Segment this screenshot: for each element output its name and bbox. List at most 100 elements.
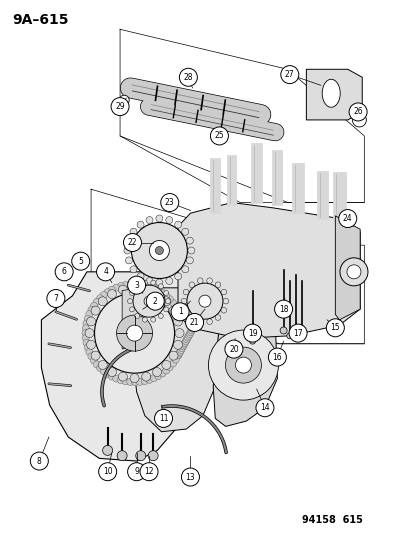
Circle shape — [146, 292, 164, 310]
Polygon shape — [132, 288, 219, 432]
Circle shape — [159, 370, 166, 377]
Text: 6: 6 — [62, 268, 66, 276]
Circle shape — [339, 258, 367, 286]
Circle shape — [154, 409, 172, 427]
Circle shape — [141, 285, 150, 294]
Circle shape — [91, 351, 100, 360]
Circle shape — [215, 282, 220, 287]
Circle shape — [125, 257, 132, 264]
Circle shape — [108, 373, 115, 380]
Text: 9A–615: 9A–615 — [12, 13, 69, 27]
Circle shape — [155, 246, 163, 255]
Circle shape — [299, 333, 304, 339]
Circle shape — [96, 365, 103, 372]
Circle shape — [215, 315, 220, 320]
Circle shape — [133, 285, 165, 317]
Circle shape — [169, 306, 178, 315]
Circle shape — [136, 281, 143, 288]
Circle shape — [135, 451, 145, 461]
Circle shape — [161, 360, 171, 369]
Circle shape — [181, 468, 199, 486]
Circle shape — [85, 311, 93, 318]
Circle shape — [123, 247, 131, 254]
Circle shape — [162, 367, 169, 374]
Circle shape — [84, 344, 91, 351]
Bar — [210, 158, 220, 213]
Circle shape — [189, 287, 195, 294]
Circle shape — [152, 368, 161, 377]
Circle shape — [100, 368, 107, 375]
Polygon shape — [41, 272, 211, 461]
Circle shape — [129, 290, 134, 295]
Text: 15: 15 — [330, 324, 339, 332]
Circle shape — [210, 127, 228, 145]
Circle shape — [127, 298, 132, 304]
Circle shape — [180, 341, 187, 348]
Circle shape — [165, 216, 172, 223]
Circle shape — [93, 361, 100, 368]
Circle shape — [189, 325, 196, 332]
Circle shape — [107, 368, 116, 377]
Circle shape — [104, 289, 111, 296]
Circle shape — [146, 278, 153, 285]
Circle shape — [163, 290, 168, 295]
Circle shape — [126, 325, 142, 341]
Bar — [317, 171, 328, 219]
Circle shape — [175, 329, 184, 337]
Circle shape — [141, 282, 148, 289]
Circle shape — [71, 252, 90, 270]
Circle shape — [130, 228, 137, 235]
Circle shape — [82, 325, 89, 332]
Circle shape — [186, 257, 193, 264]
Polygon shape — [306, 69, 361, 120]
Circle shape — [127, 463, 145, 481]
Circle shape — [104, 370, 111, 377]
Circle shape — [166, 364, 173, 370]
Circle shape — [189, 315, 194, 320]
Circle shape — [150, 285, 157, 292]
Text: 22: 22 — [128, 238, 137, 247]
Circle shape — [91, 306, 100, 315]
Circle shape — [183, 295, 190, 302]
Circle shape — [174, 308, 181, 314]
Text: 21: 21 — [190, 318, 199, 327]
Circle shape — [146, 216, 153, 223]
Polygon shape — [178, 203, 359, 338]
Circle shape — [85, 349, 93, 356]
Circle shape — [165, 278, 172, 285]
Circle shape — [118, 372, 127, 381]
Circle shape — [178, 345, 185, 352]
Text: 5: 5 — [78, 257, 83, 265]
Circle shape — [181, 340, 188, 346]
Circle shape — [174, 352, 181, 359]
Circle shape — [185, 313, 203, 332]
Circle shape — [197, 319, 202, 325]
Circle shape — [158, 313, 163, 319]
Circle shape — [98, 297, 107, 306]
Circle shape — [182, 337, 189, 345]
Text: 7: 7 — [53, 294, 58, 303]
Circle shape — [159, 289, 166, 296]
Circle shape — [142, 280, 147, 285]
Circle shape — [221, 289, 226, 295]
Text: 29: 29 — [115, 102, 125, 111]
Circle shape — [94, 293, 174, 373]
Circle shape — [86, 340, 95, 349]
Circle shape — [274, 300, 292, 318]
Circle shape — [141, 377, 148, 384]
Circle shape — [149, 240, 169, 261]
Circle shape — [173, 340, 182, 349]
Circle shape — [255, 399, 273, 417]
Circle shape — [85, 329, 94, 337]
Circle shape — [243, 324, 261, 342]
Circle shape — [346, 265, 360, 279]
Circle shape — [181, 298, 186, 304]
Text: 13: 13 — [185, 473, 195, 481]
Circle shape — [131, 222, 187, 279]
Circle shape — [145, 376, 152, 383]
Circle shape — [223, 298, 228, 304]
Circle shape — [187, 283, 222, 319]
Bar — [272, 150, 282, 205]
Circle shape — [102, 446, 112, 455]
Circle shape — [119, 95, 129, 105]
